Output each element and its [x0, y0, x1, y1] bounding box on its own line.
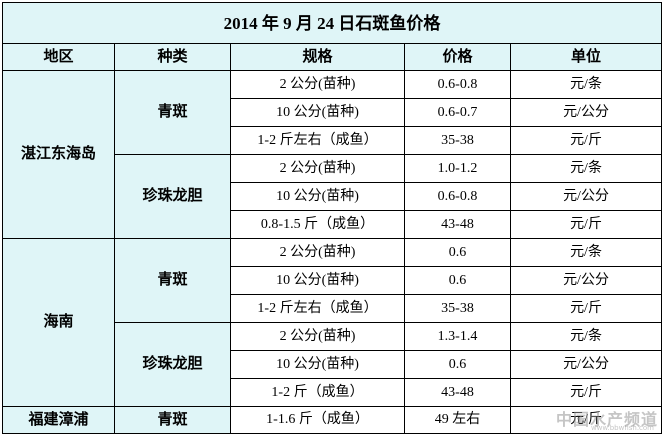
unit-cell: 元/条	[509, 238, 663, 267]
price-cell: 49 左右	[404, 406, 511, 434]
price-cell: 0.6-0.8	[404, 70, 511, 99]
price-cell: 35-38	[404, 294, 511, 323]
spec-cell: 2 公分(苗种)	[230, 238, 405, 267]
price-cell: 0.6	[404, 350, 511, 379]
table-row: 1-2 斤左右（成鱼） 35-38 元/斤	[3, 294, 663, 323]
unit-cell: 元/斤	[509, 126, 663, 155]
spec-cell: 1-2 斤（成鱼）	[230, 378, 405, 407]
price-cell: 0.6	[404, 238, 511, 267]
unit-cell: 元/斤	[509, 378, 663, 407]
price-cell: 35-38	[404, 126, 511, 155]
table-row: 珍珠龙胆 2 公分(苗种) 1.3-1.4 元/条	[3, 322, 663, 407]
table-row: 10 公分(苗种) 0.6 元/公分	[3, 350, 663, 379]
kind-cell: 青斑	[114, 70, 231, 155]
header-row: 地区 种类 规格 价格 单位	[2, 43, 663, 71]
header-spec: 规格	[230, 43, 405, 71]
region-cell: 湛江东海岛	[2, 70, 115, 239]
price-cell: 1.3-1.4	[404, 322, 511, 351]
spec-cell: 10 公分(苗种)	[230, 98, 405, 127]
header-region: 地区	[2, 43, 115, 71]
price-cell: 0.6-0.8	[404, 182, 511, 211]
unit-cell: 元/公分	[509, 98, 663, 127]
spec-cell: 2 公分(苗种)	[230, 154, 405, 183]
header-kind: 种类	[114, 43, 231, 71]
region-cell: 福建漳浦	[2, 406, 115, 434]
table-row: 珍珠龙胆 2 公分(苗种) 1.0-1.2 元/条	[3, 154, 663, 239]
header-price: 价格	[404, 43, 511, 71]
kind-cell: 珍珠龙胆	[114, 154, 231, 239]
table-row: 1-2 斤左右（成鱼） 35-38 元/斤	[3, 126, 663, 155]
spec-cell: 10 公分(苗种)	[230, 350, 405, 379]
table-row: 海南 青斑 2 公分(苗种) 0.6 元/条	[2, 238, 663, 407]
table-row: 湛江东海岛 青斑 2 公分(苗种) 0.6-0.8 元/条	[2, 70, 663, 239]
price-cell: 43-48	[404, 210, 511, 239]
price-cell: 1.0-1.2	[404, 154, 511, 183]
unit-cell: 元/斤	[509, 210, 663, 239]
table-title: 2014 年 9 月 24 日石斑鱼价格	[1, 2, 663, 44]
spec-cell: 10 公分(苗种)	[230, 266, 405, 295]
region-cell: 海南	[2, 238, 115, 407]
unit-cell: 元/条	[509, 322, 663, 351]
table-row: 1-2 斤（成鱼） 43-48 元/斤	[3, 378, 663, 407]
spec-cell: 2 公分(苗种)	[230, 70, 405, 99]
kind-cell: 青斑	[114, 238, 231, 323]
spec-cell: 1-2 斤左右（成鱼）	[230, 126, 405, 155]
unit-cell: 元/公分	[509, 350, 663, 379]
spec-cell: 0.8-1.5 斤（成鱼）	[230, 210, 405, 239]
unit-cell: 元/公分	[509, 266, 663, 295]
price-cell: 0.6	[404, 266, 511, 295]
price-cell: 0.6-0.7	[404, 98, 511, 127]
spec-cell: 1-2 斤左右（成鱼）	[230, 294, 405, 323]
unit-cell: 元/斤	[509, 294, 663, 323]
unit-cell: 元/条	[509, 70, 663, 99]
kind-cell: 青斑	[114, 406, 231, 434]
header-unit: 单位	[509, 43, 663, 71]
table-row: 福建漳浦 青斑 1-1.6 斤（成鱼） 49 左右 元/斤	[2, 406, 663, 434]
unit-cell: 元/斤	[509, 406, 663, 434]
table-row: 10 公分(苗种) 0.6-0.7 元/公分	[3, 98, 663, 127]
spec-cell: 1-1.6 斤（成鱼）	[230, 406, 405, 434]
table-row: 0.8-1.5 斤（成鱼） 43-48 元/斤	[3, 210, 663, 239]
spec-cell: 2 公分(苗种)	[230, 322, 405, 351]
price-cell: 43-48	[404, 378, 511, 407]
unit-cell: 元/条	[509, 154, 663, 183]
spec-cell: 10 公分(苗种)	[230, 182, 405, 211]
kind-cell: 珍珠龙胆	[114, 322, 231, 407]
table-row: 10 公分(苗种) 0.6-0.8 元/公分	[3, 182, 663, 211]
unit-cell: 元/公分	[509, 182, 663, 211]
table-row: 10 公分(苗种) 0.6 元/公分	[3, 266, 663, 295]
